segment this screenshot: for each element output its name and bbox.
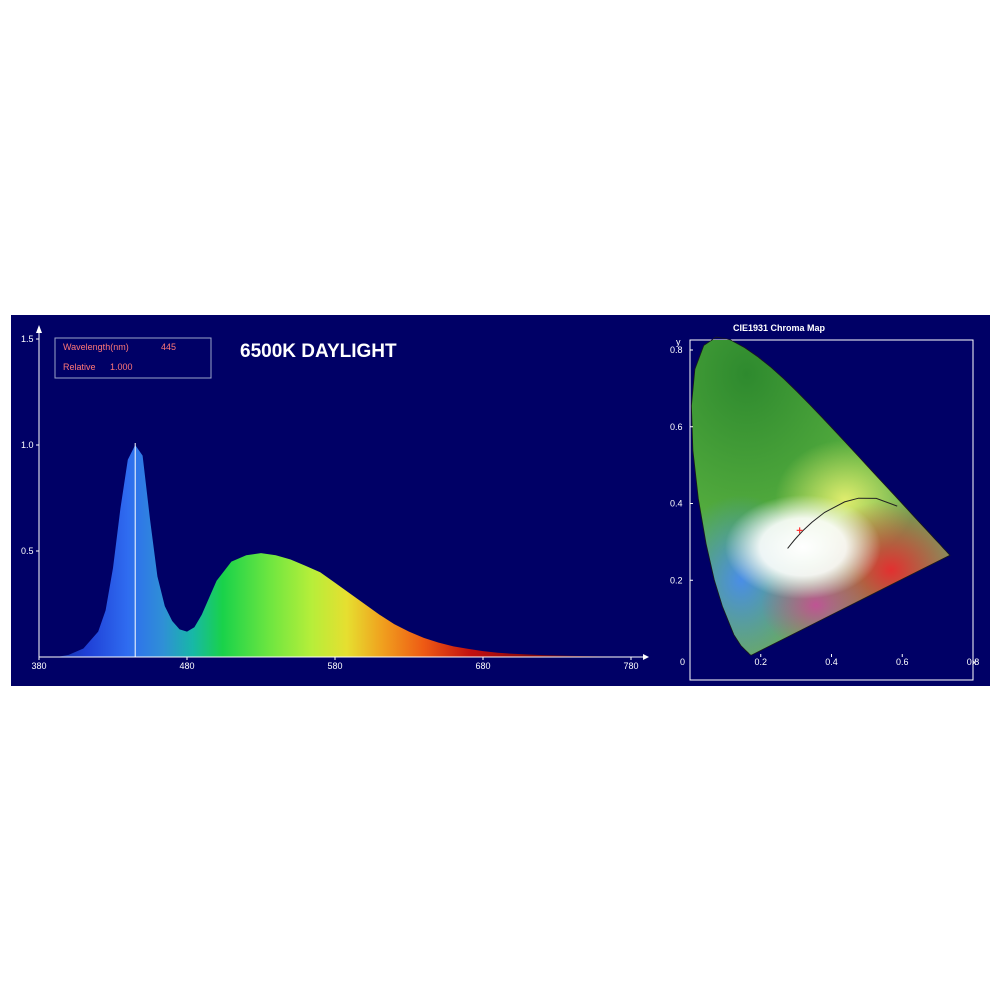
cie-y-tick-label: 0.2: [670, 575, 683, 585]
spectrum-panel: 380 480 580 680 780 0.5 1.0 1.5 Wavelength(nm)…: [11, 315, 990, 686]
readout-wavelength-label: Wavelength(nm): [63, 342, 129, 352]
spectrum-x-tick-label: 380: [31, 661, 46, 671]
spectrum-y-tick-label: 1.5: [21, 334, 34, 344]
planckian-locus: [787, 497, 898, 549]
chromaticity-marker: [796, 527, 803, 534]
readout-box: [54, 337, 212, 379]
cie-x-tick-label: 0.4: [825, 657, 838, 667]
cie-x-tick-label: 0.6: [896, 657, 909, 667]
cie-y-tick-label: 0.4: [670, 499, 683, 509]
readout-relative-label: Relative: [63, 362, 96, 372]
y-axis-arrow: [36, 325, 42, 333]
cie-y-tick-label: 0.6: [670, 422, 683, 432]
cie-x-tick-label: 0.2: [754, 657, 767, 667]
spectrum-x-tick-label: 580: [327, 661, 342, 671]
cie-origin-label: 0: [680, 657, 685, 667]
spectrum-x-tick-label: 480: [179, 661, 194, 671]
x-axis-arrow: [643, 654, 649, 660]
readout-wavelength-value: 445: [161, 342, 176, 352]
spectrum-y-tick-label: 0.5: [21, 546, 34, 556]
chart-canvas: 380 480 580 680 780 0.5 1.0 1.5 Wavelength(nm)…: [21, 323, 980, 681]
cie-map-title: CIE1931 Chroma Map: [733, 323, 826, 333]
readout-relative-value: 1.000: [110, 362, 133, 372]
spectrum-title: 6500K DAYLIGHT: [240, 341, 397, 362]
cie-x-axis-label: x: [972, 657, 977, 667]
cie-x-tick-label: 0.8: [967, 657, 980, 667]
cie-color-fill: [691, 340, 950, 656]
spectrum-x-tick-label: 780: [623, 661, 638, 671]
spectrum-area: [56, 445, 631, 657]
spectrum-chart: 380 480 580 680 780 0.5 1.0 1.5 Wavelength(nm)…: [21, 325, 649, 671]
cie-chroma-map: CIE1931 Chroma Map 0.2 0.4 0.6 0.8 0.2 0.4 0.…: [670, 323, 980, 681]
spectral-locus: [690, 336, 951, 656]
cie-y-tick-label: 0.8: [670, 345, 683, 355]
cie-y-axis-label: y: [676, 337, 681, 347]
spectrum-x-tick-label: 680: [475, 661, 490, 671]
spectrum-y-tick-label: 1.0: [21, 440, 34, 450]
